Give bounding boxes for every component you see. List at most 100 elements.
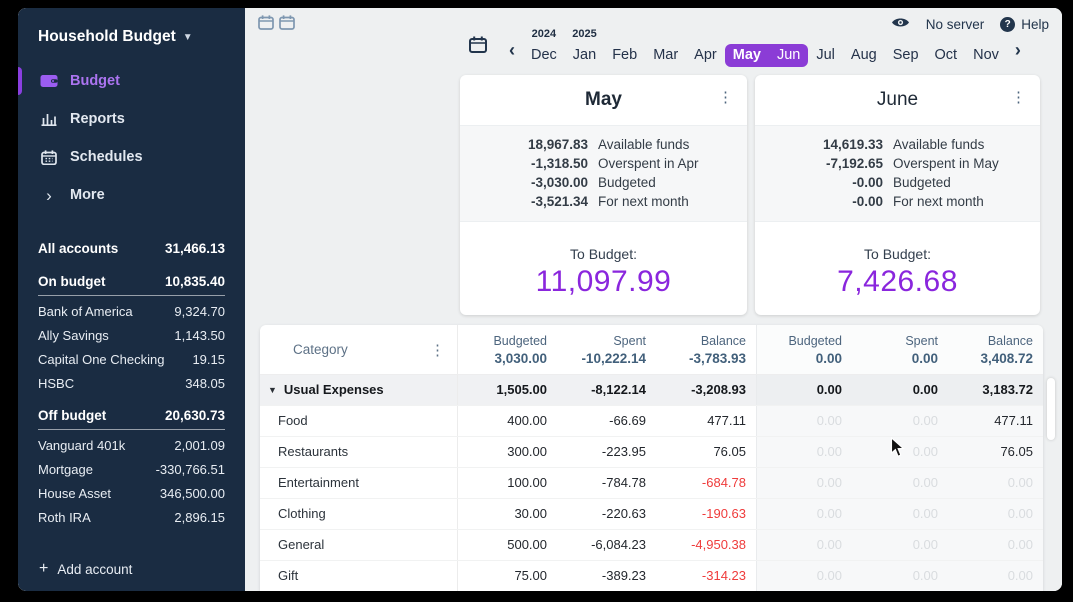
column-header-balance[interactable]: Balance 3,408.72: [948, 325, 1043, 374]
group-cell[interactable]: 0.00: [756, 375, 852, 405]
budget-cell[interactable]: 0.00: [852, 530, 948, 560]
sidebar-item-reports[interactable]: Reports: [18, 100, 245, 138]
category-name[interactable]: Restaurants: [260, 437, 458, 467]
month-may[interactable]: May: [724, 28, 769, 67]
budget-cell[interactable]: 0.00: [948, 499, 1043, 529]
to-budget-amount[interactable]: 7,426.68: [837, 265, 958, 298]
column-header-spent[interactable]: Spent -10,222.14: [557, 325, 656, 374]
budget-cell[interactable]: 75.00: [514, 568, 547, 583]
budget-cell[interactable]: 0.00: [948, 561, 1043, 591]
one-month-calendar-icon[interactable]: [258, 15, 274, 35]
to-budget-amount[interactable]: 11,097.99: [535, 265, 672, 298]
budget-cell[interactable]: -190.63: [701, 506, 746, 521]
calendar-icon[interactable]: [469, 36, 487, 58]
month-sep[interactable]: Sep: [885, 28, 927, 67]
vertical-scrollbar-thumb[interactable]: [1047, 378, 1055, 440]
budget-cell[interactable]: 0.00: [948, 530, 1043, 560]
triangle-down-icon[interactable]: ▼: [268, 385, 277, 395]
previous-month-icon[interactable]: ‹: [509, 40, 515, 60]
group-cell[interactable]: 1,505.00: [496, 382, 547, 397]
budget-cell[interactable]: -784.78: [601, 475, 646, 490]
next-month-icon[interactable]: ›: [1014, 40, 1021, 60]
budget-cell[interactable]: 30.00: [514, 506, 547, 521]
category-name[interactable]: Gift: [260, 561, 458, 591]
server-status-button[interactable]: No server: [925, 16, 985, 32]
budget-cell[interactable]: 477.11: [948, 406, 1043, 436]
account-row[interactable]: Bank of America 9,324.70: [38, 300, 225, 324]
two-month-calendar-icon[interactable]: [279, 15, 295, 35]
month-mar[interactable]: Mar: [645, 28, 686, 67]
budget-cell[interactable]: -314.23: [701, 568, 746, 583]
category-group-cell[interactable]: ▼ Usual Expenses: [260, 375, 458, 405]
budget-cell[interactable]: 0.00: [756, 530, 852, 560]
budget-cell[interactable]: 300.00: [507, 444, 547, 459]
account-row[interactable]: Ally Savings 1,143.50: [38, 324, 225, 348]
eye-icon[interactable]: [891, 16, 910, 32]
budget-cell[interactable]: 477.11: [707, 413, 746, 428]
group-cell[interactable]: 0.00: [852, 375, 948, 405]
budget-cell[interactable]: 0.00: [852, 499, 948, 529]
month-nov[interactable]: Nov: [965, 28, 1007, 67]
category-name[interactable]: Entertainment: [260, 468, 458, 498]
account-row[interactable]: House Asset 346,500.00: [38, 482, 225, 506]
month-feb[interactable]: Feb: [604, 28, 645, 67]
budget-cell[interactable]: -223.95: [601, 444, 646, 459]
budget-cell[interactable]: -684.78: [701, 475, 746, 490]
all-accounts-row[interactable]: All accounts 31,466.13: [38, 238, 225, 260]
budget-cell[interactable]: -66.69: [609, 413, 646, 428]
account-row[interactable]: Vanguard 401k 2,001.09: [38, 434, 225, 458]
month-jun[interactable]: Jun: [768, 28, 809, 67]
kebab-menu-icon[interactable]: ⋮: [430, 341, 445, 359]
column-header-budgeted[interactable]: Budgeted 0.00: [756, 325, 852, 374]
budget-cell[interactable]: 76.05: [713, 444, 746, 459]
budget-cell[interactable]: -6,084.23: [591, 537, 646, 552]
category-row-clothing: Clothing 30.00 -220.63 -190.63 0.00 0.00 0.00: [260, 499, 1043, 530]
category-name[interactable]: Food: [260, 406, 458, 436]
budget-cell[interactable]: -220.63: [601, 506, 646, 521]
budget-cell[interactable]: 76.05: [948, 437, 1043, 467]
budget-cell[interactable]: 0.00: [852, 561, 948, 591]
sidebar-item-more[interactable]: › More: [18, 176, 245, 214]
off-budget-header[interactable]: Off budget 20,630.73: [38, 408, 225, 430]
category-name[interactable]: Clothing: [260, 499, 458, 529]
budget-cell[interactable]: 500.00: [507, 537, 547, 552]
month-aug[interactable]: Aug: [843, 28, 885, 67]
group-cell[interactable]: -3,208.93: [691, 382, 746, 397]
on-budget-header[interactable]: On budget 10,835.40: [38, 274, 225, 296]
budget-cell[interactable]: -389.23: [601, 568, 646, 583]
budget-cell[interactable]: 0.00: [852, 468, 948, 498]
column-header-balance[interactable]: Balance -3,783.93: [656, 325, 756, 374]
budget-cell[interactable]: 0.00: [852, 406, 948, 436]
budget-cell[interactable]: 0.00: [756, 406, 852, 436]
add-account-button[interactable]: + Add account: [39, 560, 132, 578]
account-row[interactable]: HSBC 348.05: [38, 372, 225, 396]
budget-cell[interactable]: 400.00: [507, 413, 547, 428]
budget-cell[interactable]: 0.00: [756, 561, 852, 591]
budget-cell[interactable]: 0.00: [948, 468, 1043, 498]
column-header-spent[interactable]: Spent 0.00: [852, 325, 948, 374]
budget-cell[interactable]: 0.00: [852, 437, 948, 467]
account-row[interactable]: Roth IRA 2,896.15: [38, 506, 225, 530]
sidebar-item-budget[interactable]: Budget: [18, 62, 245, 100]
group-cell[interactable]: -8,122.14: [591, 382, 646, 397]
month-apr[interactable]: Apr: [686, 28, 725, 67]
month-dec[interactable]: 2024 Dec: [523, 28, 565, 67]
column-header-budgeted[interactable]: Budgeted 3,030.00: [458, 325, 557, 374]
kebab-menu-icon[interactable]: ⋮: [718, 89, 733, 106]
kebab-menu-icon[interactable]: ⋮: [1011, 89, 1026, 106]
month-jan[interactable]: 2025 Jan: [565, 28, 604, 67]
budget-cell[interactable]: 0.00: [756, 468, 852, 498]
sidebar-item-schedules[interactable]: Schedules: [18, 138, 245, 176]
help-button[interactable]: ? Help: [1000, 16, 1049, 32]
month-jul[interactable]: Jul: [808, 28, 843, 67]
budget-cell[interactable]: 0.00: [756, 437, 852, 467]
budget-file-switcher[interactable]: Household Budget ▼: [38, 28, 225, 46]
month-oct[interactable]: Oct: [927, 28, 966, 67]
category-name[interactable]: General: [260, 530, 458, 560]
group-cell[interactable]: 3,183.72: [948, 375, 1043, 405]
account-row[interactable]: Mortgage -330,766.51: [38, 458, 225, 482]
budget-cell[interactable]: 100.00: [507, 475, 547, 490]
budget-cell[interactable]: -4,950.38: [691, 537, 746, 552]
account-row[interactable]: Capital One Checking 19.15: [38, 348, 225, 372]
budget-cell[interactable]: 0.00: [756, 499, 852, 529]
